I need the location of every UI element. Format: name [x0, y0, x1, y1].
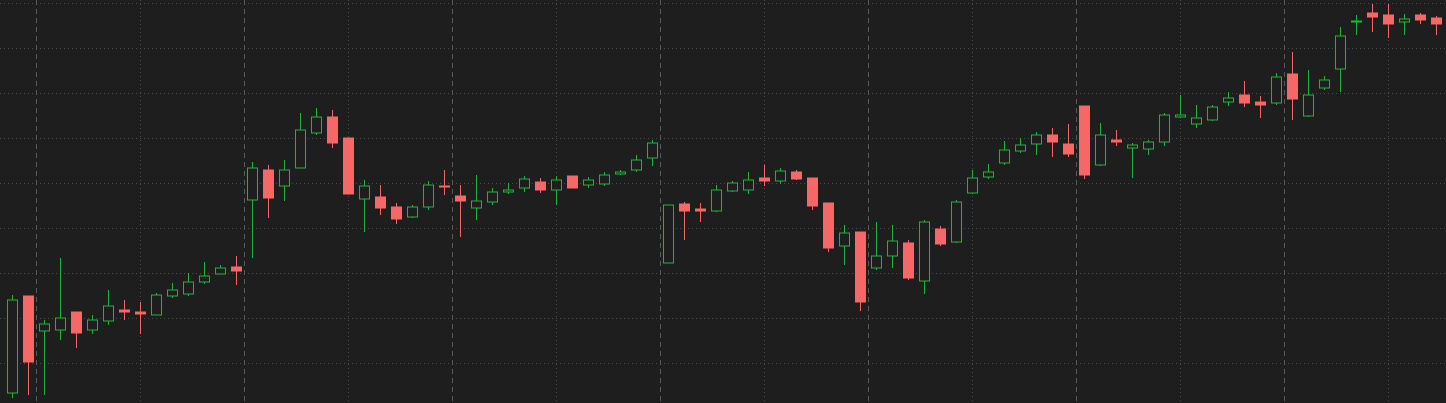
- candle-body: [839, 232, 850, 247]
- candle-body: [1063, 143, 1074, 155]
- candle-body: [1335, 35, 1346, 70]
- candle-body: [807, 177, 818, 207]
- candle-body: [791, 171, 802, 180]
- candle-body: [1351, 20, 1362, 23]
- candle-body: [679, 203, 690, 212]
- candle-body: [1079, 105, 1090, 176]
- candle-body: [359, 185, 370, 200]
- candle-body: [1319, 79, 1330, 89]
- candle-body: [455, 195, 466, 202]
- candle-body: [599, 174, 610, 185]
- candle-body: [1095, 134, 1106, 166]
- candle-body: [1159, 114, 1170, 143]
- candle-body: [1303, 94, 1314, 117]
- candle-body: [1031, 134, 1042, 145]
- candle-body: [55, 317, 66, 331]
- candle-body: [295, 129, 306, 169]
- candle-body: [423, 184, 434, 208]
- candle-body: [871, 255, 882, 269]
- candle-body: [183, 281, 194, 295]
- candle-body: [39, 323, 50, 332]
- candle-body: [135, 311, 146, 315]
- candle-body: [631, 159, 642, 171]
- candle-body: [7, 299, 18, 394]
- candle-body: [439, 185, 450, 188]
- candle-body: [935, 228, 946, 245]
- candle-body: [647, 142, 658, 159]
- candle-body: [535, 181, 546, 191]
- candle-body: [279, 169, 290, 187]
- candle-body: [215, 267, 226, 275]
- candle-body: [1191, 117, 1202, 125]
- candle-body: [327, 116, 338, 144]
- candle-body: [583, 179, 594, 186]
- candle-body: [775, 170, 786, 182]
- candle-body: [983, 171, 994, 178]
- candle-body: [1255, 101, 1266, 106]
- candle-body: [199, 275, 210, 283]
- candle-body: [1415, 14, 1426, 21]
- candle-body: [103, 305, 114, 322]
- candle-body: [759, 177, 770, 182]
- candle-body: [503, 189, 514, 193]
- candle-body: [1175, 114, 1186, 118]
- candle-body: [919, 221, 930, 282]
- candle-body: [119, 309, 130, 313]
- candle-body: [311, 116, 322, 134]
- candle-body: [663, 204, 674, 264]
- candle-body: [887, 240, 898, 257]
- candle-body: [903, 242, 914, 279]
- candle-body: [999, 149, 1010, 164]
- candle-body: [967, 177, 978, 194]
- candle-body: [951, 201, 962, 243]
- candle-body: [1383, 14, 1394, 25]
- candle-body: [1143, 141, 1154, 150]
- candle-body: [71, 311, 82, 334]
- candle-body: [23, 295, 34, 363]
- candle-body: [151, 294, 162, 316]
- candle-body: [1127, 144, 1138, 149]
- candle-body: [711, 189, 722, 212]
- candle-body: [391, 206, 402, 220]
- candle-body: [727, 182, 738, 192]
- candle-body: [695, 208, 706, 212]
- candle-body: [407, 206, 418, 218]
- candle-body: [375, 196, 386, 209]
- candle-body: [487, 191, 498, 203]
- candle-body: [1287, 73, 1298, 100]
- candle-body: [1367, 12, 1378, 18]
- candle-body: [1047, 134, 1058, 143]
- candle-body: [471, 200, 482, 209]
- candle-body: [1207, 106, 1218, 121]
- candle-body: [263, 169, 274, 199]
- candle-body: [247, 167, 258, 201]
- candle-body: [823, 202, 834, 249]
- candle-body: [1431, 17, 1442, 25]
- candle-body: [519, 178, 530, 189]
- candle-body: [567, 175, 578, 189]
- candle-body: [1111, 139, 1122, 143]
- candle-body: [855, 231, 866, 303]
- candle-body: [615, 171, 626, 175]
- candle-body: [343, 137, 354, 195]
- candle-body: [1271, 76, 1282, 104]
- candle-body: [743, 179, 754, 191]
- candle-body: [1239, 94, 1250, 104]
- candle-body: [1015, 144, 1026, 152]
- candle-body: [551, 179, 562, 191]
- candle-body: [1399, 18, 1410, 23]
- candle-body: [167, 289, 178, 297]
- candle-body: [87, 319, 98, 331]
- candle-body: [1223, 97, 1234, 103]
- candle-body: [231, 266, 242, 272]
